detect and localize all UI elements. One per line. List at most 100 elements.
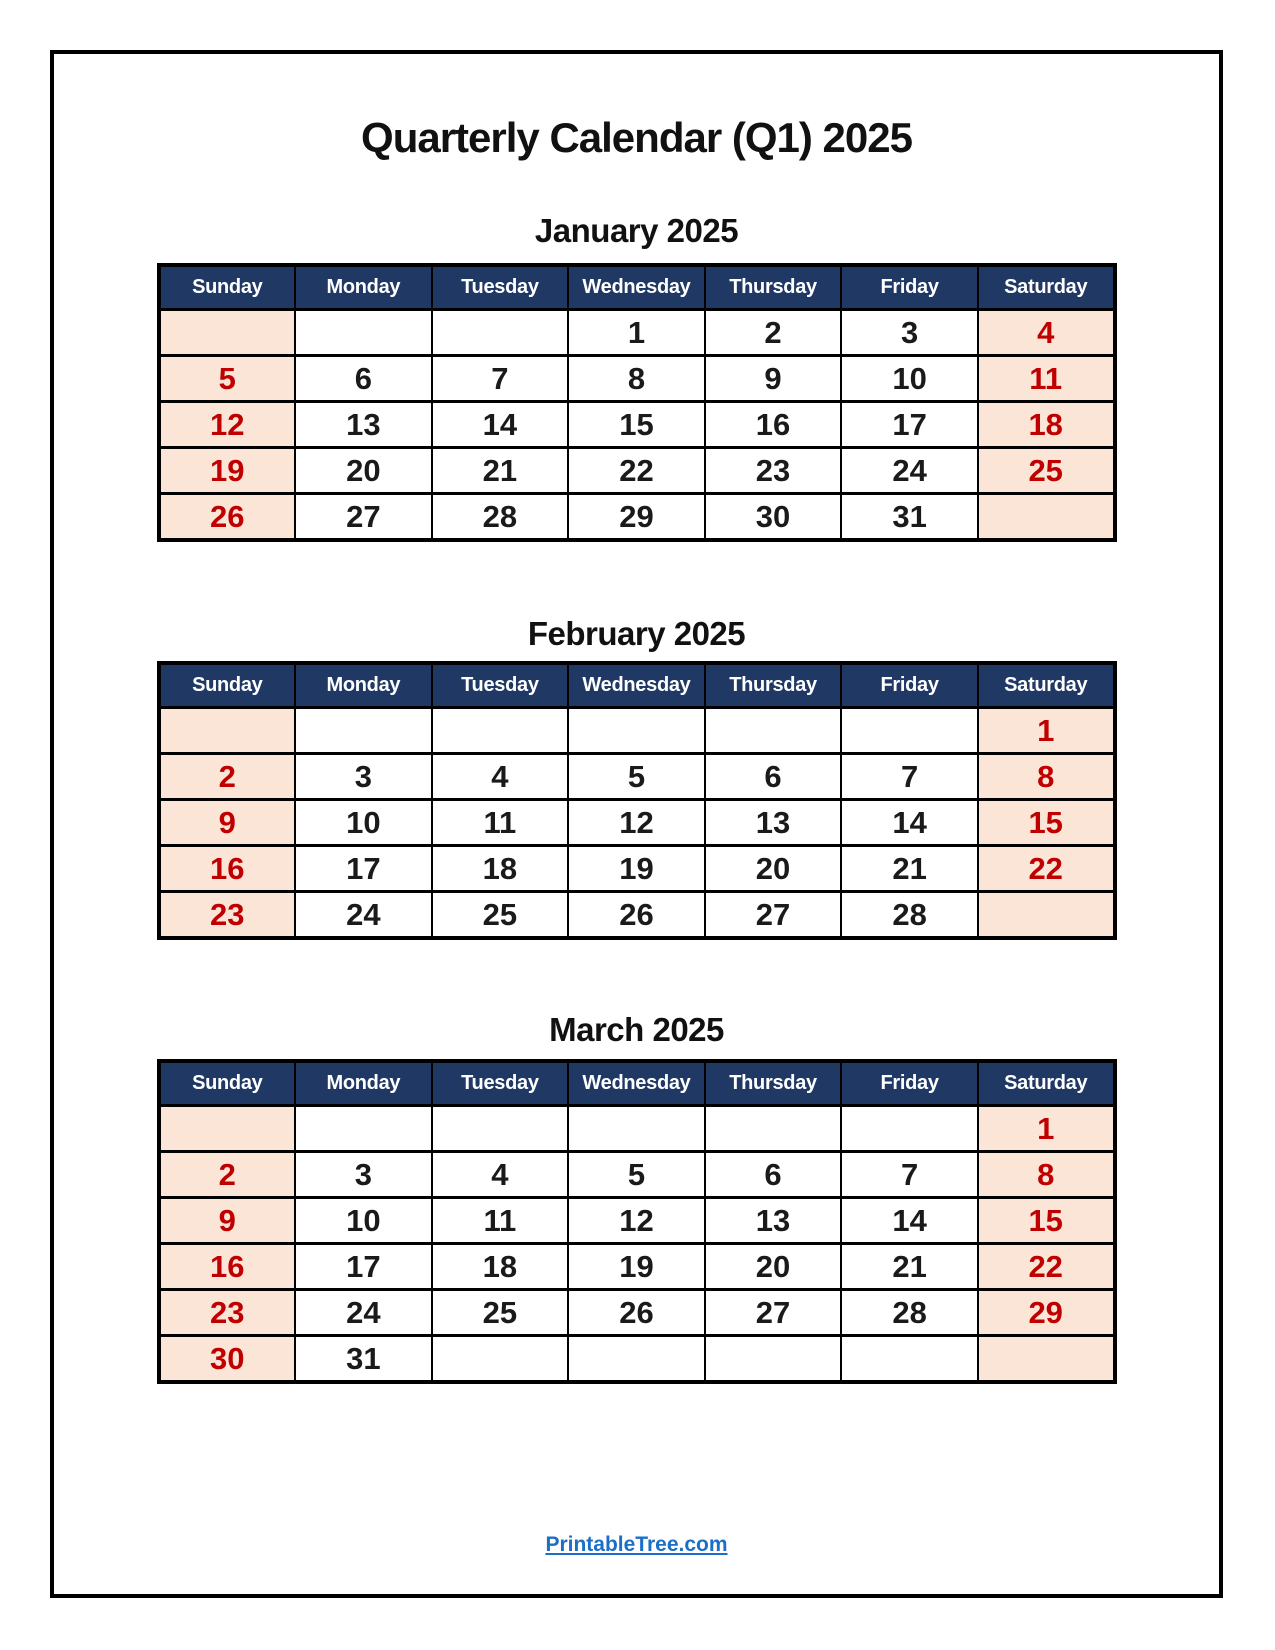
day-cell-february-9: 9 bbox=[157, 798, 297, 847]
day-cell-january-15: 15 bbox=[567, 400, 706, 449]
day-cell-march-27: 27 bbox=[703, 1288, 843, 1337]
day-header-saturday: Saturday bbox=[976, 662, 1116, 709]
day-header-saturday: Saturday bbox=[976, 1060, 1116, 1107]
day-cell-january-28: 28 bbox=[430, 492, 570, 541]
page-title: Quarterly Calendar (Q1) 2025 bbox=[361, 114, 913, 161]
day-header-wednesday: Wednesday bbox=[567, 1060, 706, 1107]
day-cell-january-27: 27 bbox=[294, 492, 433, 541]
day-cell-january-6: 6 bbox=[294, 354, 433, 403]
month-section-march: March 2025 Sunday Monday Tuesday Wednesday T… bbox=[54, 1011, 1219, 1384]
day-cell-march-10: 10 bbox=[294, 1196, 433, 1245]
day-cell-march-18: 18 bbox=[430, 1242, 570, 1291]
day-cell-march-22: 22 bbox=[976, 1242, 1116, 1291]
day-cell-march-17: 17 bbox=[294, 1242, 433, 1291]
day-header-thursday: Thursday bbox=[703, 662, 843, 709]
day-cell-january-18: 18 bbox=[976, 400, 1116, 449]
day-cell-january-30: 30 bbox=[703, 492, 843, 541]
day-cell-march-21: 21 bbox=[840, 1242, 979, 1291]
day-cell-january-13: 13 bbox=[294, 400, 433, 449]
day-header-saturday: Saturday bbox=[976, 264, 1116, 311]
day-cell-march-11: 11 bbox=[430, 1196, 570, 1245]
empty-cell bbox=[840, 1104, 979, 1153]
empty-cell bbox=[840, 1334, 979, 1383]
empty-cell bbox=[703, 1334, 843, 1383]
day-cell-february-3: 3 bbox=[294, 752, 433, 801]
day-cell-february-5: 5 bbox=[567, 752, 706, 801]
day-cell-march-25: 25 bbox=[430, 1288, 570, 1337]
day-cell-february-6: 6 bbox=[703, 752, 843, 801]
empty-cell bbox=[840, 706, 979, 755]
day-cell-january-3: 3 bbox=[840, 308, 979, 357]
day-cell-january-11: 11 bbox=[976, 354, 1116, 403]
day-cell-march-28: 28 bbox=[840, 1288, 979, 1337]
day-header-tuesday: Tuesday bbox=[430, 1060, 570, 1107]
day-cell-february-25: 25 bbox=[430, 890, 570, 939]
day-header-friday: Friday bbox=[840, 1060, 979, 1107]
day-cell-january-21: 21 bbox=[430, 446, 570, 495]
day-header-thursday: Thursday bbox=[703, 264, 843, 311]
calendar-week-row: 1 bbox=[157, 706, 1116, 755]
month-title-march: March 2025 bbox=[549, 1011, 724, 1048]
day-cell-february-17: 17 bbox=[294, 844, 433, 893]
day-cell-march-8: 8 bbox=[976, 1150, 1116, 1199]
day-cell-january-19: 19 bbox=[157, 446, 297, 495]
day-cell-february-19: 19 bbox=[567, 844, 706, 893]
day-cell-february-28: 28 bbox=[840, 890, 979, 939]
day-cell-february-1: 1 bbox=[976, 706, 1116, 755]
day-cell-march-3: 3 bbox=[294, 1150, 433, 1199]
day-cell-february-2: 2 bbox=[157, 752, 297, 801]
day-cell-march-19: 19 bbox=[567, 1242, 706, 1291]
day-cell-march-26: 26 bbox=[567, 1288, 706, 1337]
day-header-monday: Monday bbox=[294, 264, 433, 311]
calendar-table-february: Sunday Monday Tuesday Wednesday Thursday Frid… bbox=[156, 661, 1117, 940]
calendar-week-row: 16 17 18 19 20 21 22 bbox=[157, 1242, 1116, 1291]
day-cell-january-20: 20 bbox=[294, 446, 433, 495]
empty-cell bbox=[703, 706, 843, 755]
day-cell-january-31: 31 bbox=[840, 492, 979, 541]
day-header-tuesday: Tuesday bbox=[430, 264, 570, 311]
day-cell-january-2: 2 bbox=[703, 308, 843, 357]
empty-cell bbox=[157, 706, 297, 755]
day-cell-february-26: 26 bbox=[567, 890, 706, 939]
day-cell-january-12: 12 bbox=[157, 400, 297, 449]
day-cell-february-15: 15 bbox=[976, 798, 1116, 847]
calendar-week-row: 23 24 25 26 27 28 bbox=[157, 890, 1116, 939]
day-cell-january-5: 5 bbox=[157, 354, 297, 403]
day-cell-february-7: 7 bbox=[840, 752, 979, 801]
page-footer: PrintableTree.com bbox=[54, 1533, 1219, 1557]
empty-cell bbox=[157, 308, 297, 357]
day-cell-march-20: 20 bbox=[703, 1242, 843, 1291]
day-cell-january-22: 22 bbox=[567, 446, 706, 495]
day-cell-march-16: 16 bbox=[157, 1242, 297, 1291]
day-cell-january-4: 4 bbox=[976, 308, 1116, 357]
footer-link[interactable]: PrintableTree.com bbox=[545, 1533, 728, 1556]
day-header-row: Sunday Monday Tuesday Wednesday Thursday Frid… bbox=[157, 264, 1116, 311]
day-cell-february-11: 11 bbox=[430, 798, 570, 847]
calendar-week-row: 1 bbox=[157, 1104, 1116, 1153]
day-header-wednesday: Wednesday bbox=[567, 264, 706, 311]
empty-cell bbox=[430, 1334, 570, 1383]
month-section-january: January 2025 Sunday Monday Tuesday Wednesda… bbox=[54, 212, 1219, 542]
empty-cell bbox=[294, 706, 433, 755]
day-cell-march-15: 15 bbox=[976, 1196, 1116, 1245]
day-header-wednesday: Wednesday bbox=[567, 662, 706, 709]
day-cell-january-26: 26 bbox=[157, 492, 297, 541]
empty-cell bbox=[430, 706, 570, 755]
empty-cell bbox=[294, 308, 433, 357]
empty-cell bbox=[567, 1334, 706, 1383]
day-cell-february-24: 24 bbox=[294, 890, 433, 939]
empty-cell bbox=[976, 1334, 1116, 1383]
day-cell-march-29: 29 bbox=[976, 1288, 1116, 1337]
empty-cell bbox=[430, 308, 570, 357]
calendar-week-row: 9 10 11 12 13 14 15 bbox=[157, 1196, 1116, 1245]
day-cell-march-9: 9 bbox=[157, 1196, 297, 1245]
day-cell-january-7: 7 bbox=[430, 354, 570, 403]
day-cell-february-16: 16 bbox=[157, 844, 297, 893]
day-cell-february-14: 14 bbox=[840, 798, 979, 847]
calendar-week-row: 23 24 25 26 27 28 29 bbox=[157, 1288, 1116, 1337]
day-cell-february-23: 23 bbox=[157, 890, 297, 939]
day-cell-february-21: 21 bbox=[840, 844, 979, 893]
